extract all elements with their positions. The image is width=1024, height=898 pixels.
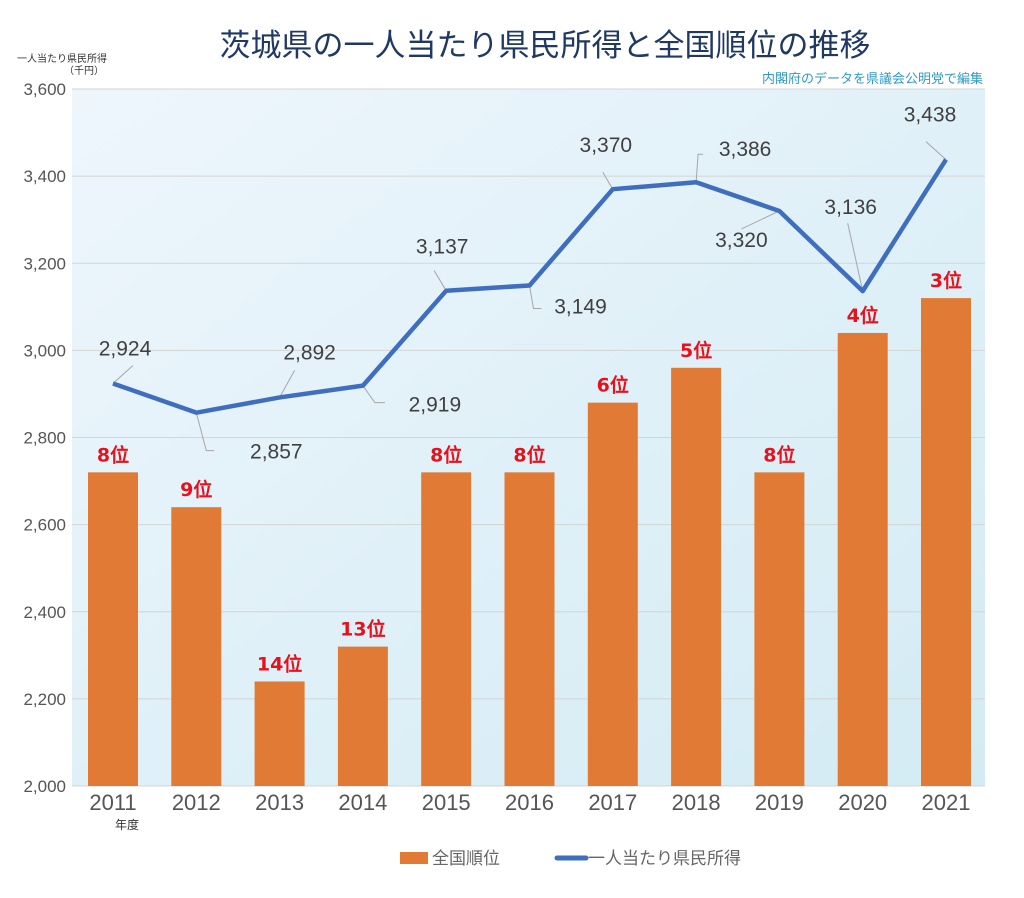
leader-line (695, 153, 704, 183)
y-axis-label: 一人当たり県民所得 (17, 52, 107, 65)
x-tick-label: 2018 (672, 790, 721, 815)
leader-line (433, 270, 447, 291)
leader-line (529, 285, 542, 309)
chart-title: 茨城県の一人当たり県民所得と全国順位の推移 (220, 28, 871, 64)
rank-bar (837, 332, 888, 786)
y-tick-label: 2,600 (23, 516, 66, 535)
y-tick-label: 3,200 (23, 254, 66, 273)
x-tick-label: 2019 (755, 790, 804, 815)
leader-line (195, 412, 215, 452)
rank-label: 6位 (597, 374, 629, 397)
y-tick-label: 2,200 (23, 690, 66, 709)
x-tick-label: 2013 (255, 790, 304, 815)
leader-line (602, 171, 614, 190)
y-tick-label: 3,000 (23, 341, 66, 360)
rank-labels: 8位 9位 14位 13位 8位 8位 6位 5位 8位 4位 3位 (97, 269, 962, 675)
y-tick-label: 3,600 (23, 80, 66, 99)
income-line (112, 158, 948, 415)
leader-line (112, 365, 134, 384)
x-tick-label: 2020 (838, 790, 887, 815)
rank-label: 8位 (430, 443, 462, 466)
income-value-label: 3,137 (416, 236, 469, 259)
income-value-label: 3,320 (715, 229, 768, 252)
rank-label: 4位 (847, 304, 879, 327)
income-value-label: 2,857 (250, 441, 303, 464)
x-tick-label: 2012 (172, 790, 221, 815)
rank-label: 14位 (257, 652, 302, 675)
leader-line (925, 141, 947, 160)
rank-bar (421, 472, 472, 786)
leader-line (741, 210, 780, 230)
legend-label-income: 一人当たり県民所得 (588, 849, 741, 869)
income-value-labels: 2,924 2,857 2,892 2,919 3,137 3,149 3,370 3,386… (99, 104, 957, 464)
rank-label: 8位 (513, 443, 545, 466)
income-value-label: 3,386 (719, 138, 772, 161)
x-tick-label: 2017 (588, 790, 637, 815)
x-tick-label: 2021 (922, 790, 971, 815)
leader-line (847, 223, 864, 292)
y-tick-label: 3,400 (23, 167, 66, 186)
rank-bar (254, 681, 305, 786)
x-axis-label: 年度 (115, 817, 139, 832)
rank-bar (671, 367, 722, 786)
y-axis-unit: （千円） (64, 65, 104, 77)
income-value-label: 3,149 (554, 295, 607, 318)
rank-bar (921, 298, 971, 786)
legend: 全国順位 一人当たり県民所得 (400, 849, 741, 869)
y-tick-label: 2,800 (23, 429, 66, 448)
x-tick-label: 2011 (89, 790, 136, 815)
rank-bar (88, 472, 138, 786)
y-axis-ticks: 2,000 2,200 2,400 2,600 2,800 3,000 3,200 3,400… (23, 80, 66, 796)
rank-label: 8位 (97, 443, 129, 466)
income-value-label: 3,370 (580, 134, 633, 157)
rank-bar (587, 402, 638, 786)
x-tick-label: 2015 (422, 790, 471, 815)
source-note: 内閣府のデータを県議会公明党で編集 (762, 71, 983, 87)
rank-bar (337, 646, 388, 786)
rank-bar (171, 507, 222, 786)
legend-swatch-rank (400, 852, 428, 864)
leader-lines (112, 141, 947, 452)
income-value-label: 3,438 (904, 104, 957, 127)
rank-bar (754, 472, 805, 786)
y-tick-label: 2,000 (23, 777, 66, 796)
x-tick-label: 2014 (338, 790, 387, 815)
rank-label: 3位 (930, 269, 962, 292)
income-value-label: 2,892 (283, 341, 336, 364)
leader-line (279, 370, 296, 398)
x-tick-label: 2016 (505, 790, 554, 815)
rank-bar (504, 472, 555, 786)
legend-label-rank: 全国順位 (432, 849, 500, 869)
y-tick-label: 2,400 (23, 603, 66, 622)
rank-label: 9位 (180, 478, 212, 501)
rank-label: 5位 (680, 339, 712, 362)
income-value-label: 2,919 (409, 394, 462, 417)
x-axis-ticks: 2011 2012 2013 2014 2015 2016 2017 2018 2019 2020… (89, 790, 970, 815)
income-value-label: 2,924 (99, 337, 152, 360)
rank-label: 13位 (340, 618, 385, 641)
bars (88, 298, 971, 786)
rank-label: 8位 (763, 443, 795, 466)
income-value-label: 3,136 (824, 196, 877, 219)
leader-line (362, 385, 385, 404)
